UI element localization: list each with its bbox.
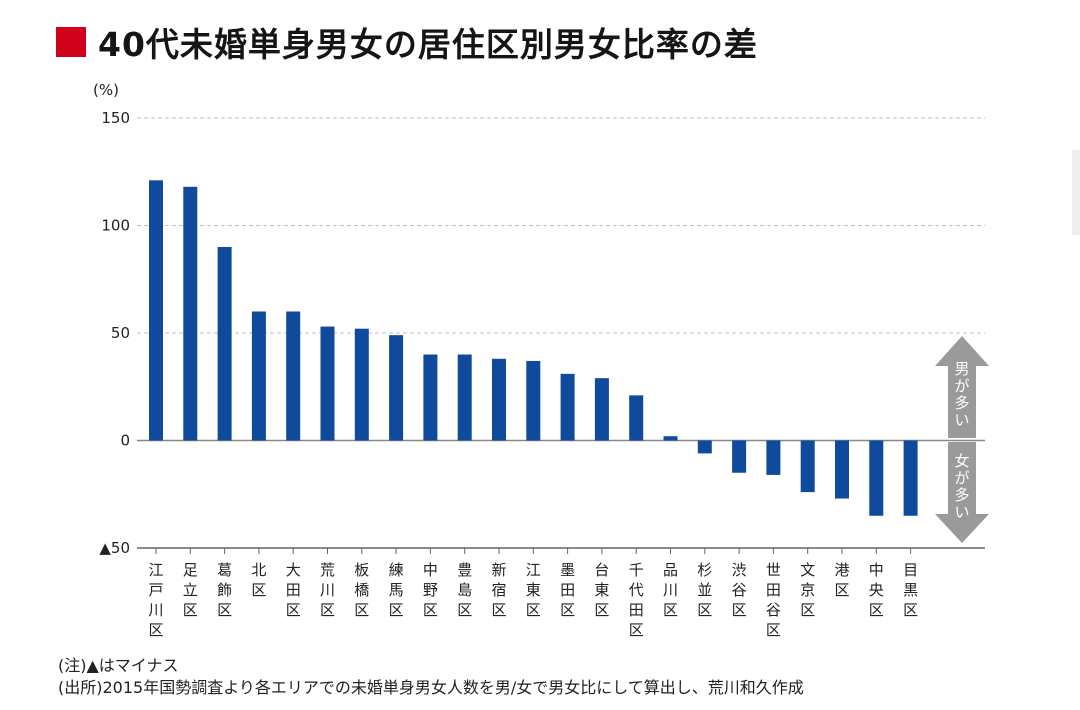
y-tick-label: 150: [101, 109, 130, 127]
x-tick-label: 板橋区: [354, 561, 369, 619]
bar: [183, 186, 198, 441]
bar: [663, 436, 678, 441]
arrow-up-icon: [935, 336, 989, 438]
y-tick-label: 100: [101, 217, 130, 235]
bar: [800, 440, 815, 493]
notes: (注)▲はマイナス (出所)2015年国勢調査より各エリアでの未婚単身男女人数を…: [58, 655, 804, 699]
x-axis-labels: 江戸川区 足立区 葛飾区 北区 大田区 荒川区 板橋区 練馬区 中野区 豊島区 新宿区 江東区 墨田区 台…: [148, 548, 918, 639]
x-tick-label: 世田谷区: [766, 561, 781, 639]
x-tick-label: 文京区: [800, 561, 815, 619]
y-tick-label: 50: [111, 324, 130, 342]
x-tick-label: 足立区: [183, 561, 198, 619]
bar: [594, 378, 609, 441]
x-tick-label: 江戸川区: [148, 561, 163, 639]
bar: [149, 180, 163, 441]
title-marker: [56, 27, 86, 57]
x-tick-label: 中央区: [869, 561, 884, 619]
annotation-more-women: 女が多い: [954, 452, 969, 521]
bar: [320, 326, 335, 441]
x-tick-label: 練馬区: [389, 561, 404, 619]
chart-title: 40代未婚単身男女の居住区別男女比率の差: [98, 25, 758, 64]
y-tick-label: 0: [120, 432, 130, 450]
x-tick-label: 台東区: [594, 561, 609, 619]
bar: [251, 311, 266, 441]
bar: [457, 354, 472, 441]
bar: [217, 247, 232, 441]
bar: [423, 354, 438, 441]
x-tick-label: 杉並区: [697, 561, 712, 619]
arrow-down-icon: [935, 442, 989, 543]
x-tick-label: 葛飾区: [217, 561, 232, 619]
scroll-edge: [1072, 150, 1080, 235]
bar: [766, 440, 781, 475]
annotation-more-men: 男が多い: [954, 360, 969, 429]
x-tick-label: 豊島区: [457, 561, 472, 619]
bar: [560, 373, 575, 441]
x-tick-label: 北区: [251, 561, 266, 599]
x-tick-label: 新宿区: [491, 561, 506, 619]
bar: [492, 358, 506, 441]
y-unit-label: (%): [93, 81, 119, 99]
bar: [389, 335, 404, 441]
bar: [629, 395, 644, 441]
x-tick-label: 墨田区: [560, 561, 575, 619]
bar: [286, 311, 301, 441]
x-tick-label: 大田区: [286, 561, 301, 619]
x-tick-label: 品川区: [663, 561, 678, 619]
chart-area: (%) 150 100 50 0 ▲50 江戸川区 足立区 葛飾区 北区 大田区 荒川区 板橋区 練馬…: [93, 81, 989, 639]
y-tick-label: ▲50: [99, 539, 130, 557]
y-axis: 150 100 50 0 ▲50: [99, 109, 130, 557]
bar: [835, 440, 849, 499]
x-tick-label: 江東区: [526, 561, 541, 619]
bar: [697, 440, 712, 454]
bar: [526, 360, 541, 441]
x-tick-label: 渋谷区: [732, 561, 747, 619]
x-tick-label: 目黒区: [903, 561, 918, 619]
note-source: (出所)2015年国勢調査より各エリアでの未婚単身男女人数を男/女で男女比にして…: [58, 678, 804, 697]
note-minus: (注)▲はマイナス: [58, 656, 179, 675]
x-tick-label: 千代田区: [629, 561, 644, 639]
bar: [869, 440, 884, 516]
bar: [903, 440, 918, 516]
chart-title-bar: 40代未婚単身男女の居住区別男女比率の差: [56, 18, 758, 66]
bars: [149, 180, 918, 516]
bar: [732, 440, 747, 473]
x-tick-label: 中野区: [423, 561, 438, 619]
x-tick-label: 港区: [834, 561, 849, 599]
bar: [354, 328, 369, 441]
x-tick-label: 荒川区: [320, 561, 335, 619]
